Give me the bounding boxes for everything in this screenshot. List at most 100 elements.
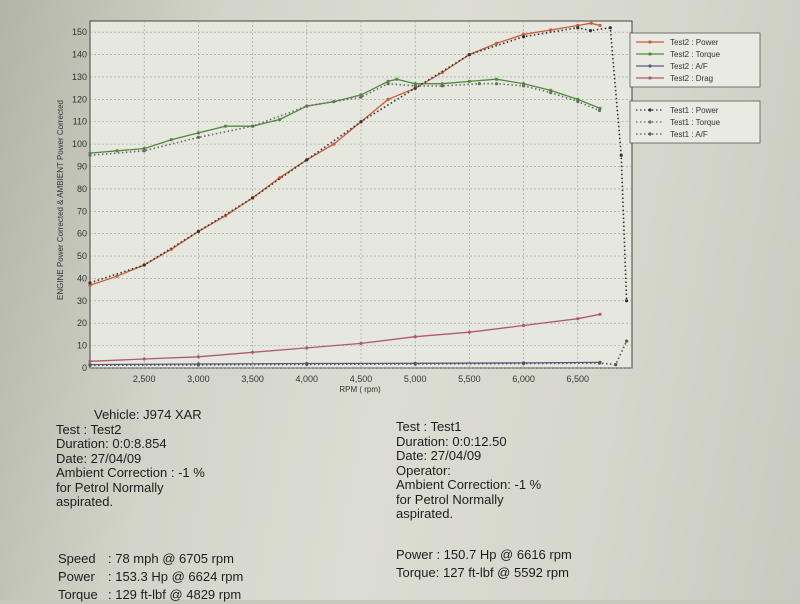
- series-3-point-1: [142, 357, 146, 361]
- x-tick-label-0: 2,500: [133, 374, 156, 384]
- x-tick-label-2: 3,500: [241, 374, 264, 384]
- series-6-point-7: [625, 339, 629, 343]
- test1-ambient-aspiration: aspirated.: [396, 506, 454, 521]
- series-5-point-8: [440, 84, 444, 88]
- series-line-5: [89, 82, 600, 157]
- y-tick-label-5: 50: [77, 251, 87, 261]
- series-5-point-10: [494, 82, 499, 86]
- series-0-point-0: [88, 283, 92, 287]
- series-1-point-11: [386, 79, 390, 83]
- series-line-2: [89, 361, 601, 366]
- legend-entry-0-1: Test2 : Torque: [670, 50, 721, 59]
- series-4-point-8: [522, 35, 526, 39]
- series-5-point-14: [597, 108, 602, 113]
- series-0-point-17: [549, 28, 553, 32]
- x-axis-label: RPM ( rpm): [339, 385, 381, 394]
- power-label: Power: [58, 569, 95, 584]
- series-4-point-2: [196, 229, 200, 233]
- series-0-point-9: [332, 142, 336, 146]
- dyno-chart: 2,500 3,000 3,500 4,000 4,500 5,000 5,500 6,000…: [56, 20, 761, 394]
- test1-ambient: Ambient Correction: -1 %: [396, 477, 542, 492]
- series-1-point-14: [440, 82, 444, 86]
- speed-value: : 78 mph @ 6705 rpm: [108, 551, 234, 566]
- legend-marker-0-3: [648, 76, 652, 80]
- series-5-point-0: [88, 153, 92, 157]
- series-6-point-4: [522, 361, 526, 366]
- y-tick-label-7: 70: [77, 206, 87, 216]
- series-4-point-6: [413, 86, 417, 90]
- vehicle-label: Vehicle: J974 XAR: [94, 407, 202, 422]
- test1-ambient-fuel: for Petrol Normally: [396, 491, 504, 507]
- series-4-point-10: [588, 29, 593, 33]
- series-4-point-0: [88, 281, 92, 285]
- series-6-point-6: [614, 363, 618, 367]
- y-axis-label: ENGINE Power Corrected & AMBIENT Power C…: [56, 100, 65, 300]
- test1-results: Power : 150.7 Hp @ 6616 rpm Torque: 127 …: [396, 546, 572, 582]
- y-tick-label-10: 100: [72, 139, 87, 149]
- series-0-point-1: [115, 274, 119, 278]
- test2-speed-row: Speed: 78 mph @ 6705 rpm: [58, 550, 243, 568]
- series-5-point-5: [359, 95, 363, 99]
- test2-torque-row: Torque: 129 ft-lbf @ 4829 rpm: [58, 586, 243, 604]
- series-4-point-3: [251, 196, 255, 200]
- test2-results: Speed: 78 mph @ 6705 rpm Power: 153.3 Hp…: [58, 550, 243, 604]
- test2-date: Date: 27/04/09: [56, 450, 142, 466]
- series-line-4: [89, 26, 628, 301]
- legend-entry-1-1: Test1 : Torque: [670, 118, 721, 127]
- test2-name: Test : Test2: [56, 421, 122, 437]
- series-4-point-5: [359, 120, 363, 124]
- legend-box-1: [629, 100, 761, 144]
- x-tick-label-7: 6,000: [512, 374, 535, 384]
- test1-info: Test : Test1 Duration: 0:0:12.50 Date: 2…: [396, 419, 542, 522]
- series-5-point-13: [576, 100, 580, 104]
- series-4-point-13: [625, 299, 629, 303]
- test2-power-row: Power: 153.3 Hp @ 6624 rpm: [58, 568, 243, 586]
- legend-entry-0-3: Test2 : Drag: [670, 74, 713, 83]
- series-4-point-9: [576, 26, 580, 30]
- y-tick-label-4: 40: [77, 273, 87, 283]
- test2-duration: Duration: 0:0:8.854: [56, 436, 167, 451]
- series-5-point-2: [196, 135, 200, 139]
- series-1-point-7: [278, 117, 282, 122]
- series-1-point-3: [169, 138, 173, 142]
- series-1-point-0: [88, 151, 92, 155]
- y-tick-label-3: 30: [77, 296, 87, 306]
- legend-marker-1-1: [648, 120, 652, 124]
- series-0-point-15: [494, 41, 499, 46]
- y-tick-label-12: 120: [72, 94, 87, 104]
- series-4-point-4: [305, 158, 309, 162]
- series-3-point-6: [413, 335, 417, 339]
- series-3-point-9: [576, 317, 580, 321]
- y-tick-label-15: 150: [72, 27, 87, 37]
- series-1-point-18: [549, 88, 553, 92]
- chart-series: [88, 21, 629, 367]
- series-5-point-11: [522, 84, 526, 88]
- series-0-point-19: [589, 21, 593, 25]
- series-0-point-20: [598, 23, 602, 28]
- y-tick-label-6: 60: [77, 229, 87, 239]
- y-tick-label-13: 130: [72, 72, 87, 82]
- x-tick-label-4: 4,500: [350, 374, 373, 384]
- series-3-point-7: [467, 330, 471, 334]
- series-1-point-13: [413, 82, 417, 86]
- legend-entry-0-0: Test2 : Power: [670, 38, 719, 47]
- test2-ambient-aspiration: aspirated.: [56, 494, 114, 509]
- x-tick-label-5: 5,000: [404, 374, 427, 384]
- legend-entry-1-0: Test1 : Power: [670, 106, 719, 115]
- x-tick-label-3: 4,000: [296, 374, 319, 384]
- test1-date: Date: 27/04/09: [396, 448, 482, 463]
- series-4-point-12: [619, 153, 623, 157]
- series-0-point-11: [386, 97, 390, 101]
- chart-legend: Test2 : Power Test2 : Torque Test2 : A/F Te…: [629, 32, 761, 144]
- series-3-point-4: [305, 346, 309, 350]
- series-1-point-9: [332, 100, 336, 104]
- test1-name: Test : Test1: [396, 419, 462, 434]
- series-3-point-0: [88, 359, 92, 363]
- y-tick-label-8: 80: [77, 184, 87, 194]
- y-tick-label-0: 0: [82, 363, 87, 373]
- legend-marker-0-1: [648, 52, 652, 56]
- series-1-point-17: [522, 82, 526, 86]
- series-6-point-3: [413, 362, 417, 366]
- x-tick-label-8: 6,500: [567, 374, 590, 384]
- test2-info: Vehicle: J974 XAR Test : Test2 Duration:…: [56, 407, 205, 510]
